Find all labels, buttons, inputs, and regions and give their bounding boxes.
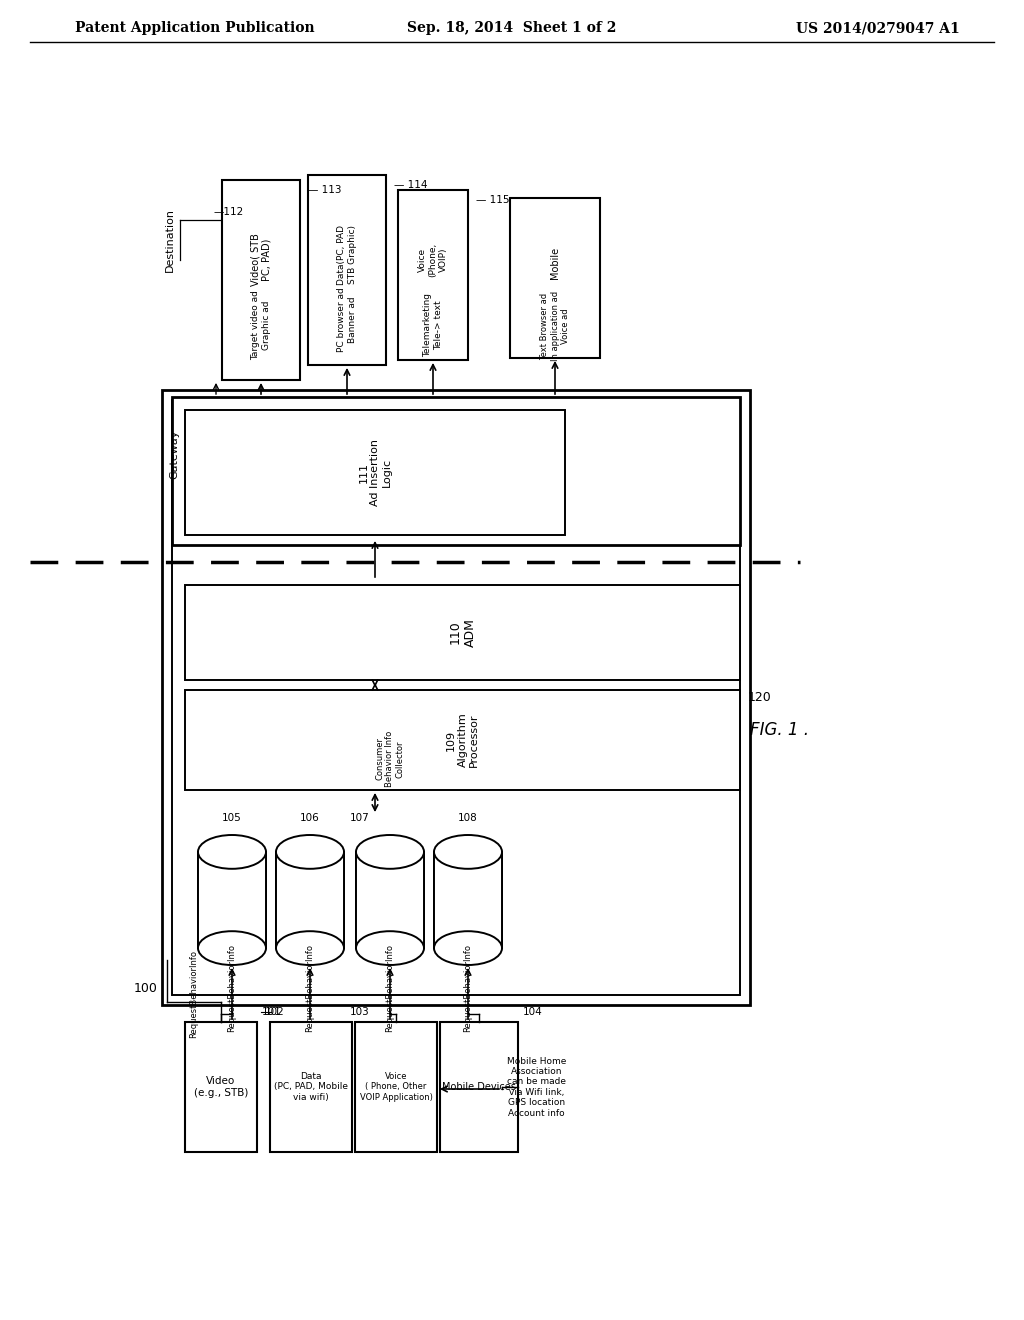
Text: RequestBehaviorInfo: RequestBehaviorInfo bbox=[189, 949, 199, 1038]
Text: PC browser ad
Banner ad: PC browser ad Banner ad bbox=[337, 288, 356, 352]
Text: Consumer
Behavior Info
Collector: Consumer Behavior Info Collector bbox=[375, 731, 404, 787]
Text: Sep. 18, 2014  Sheet 1 of 2: Sep. 18, 2014 Sheet 1 of 2 bbox=[408, 21, 616, 36]
Text: FIG. 1 .: FIG. 1 . bbox=[750, 721, 809, 739]
Bar bbox=[185, 411, 565, 535]
Bar bbox=[308, 176, 386, 366]
Bar bbox=[185, 690, 740, 789]
Bar bbox=[172, 397, 740, 545]
Text: Video
(e.g., STB): Video (e.g., STB) bbox=[194, 1076, 248, 1098]
Ellipse shape bbox=[276, 931, 344, 965]
Bar bbox=[355, 1022, 437, 1152]
Bar bbox=[276, 851, 344, 948]
Bar bbox=[356, 851, 424, 948]
Text: 108: 108 bbox=[458, 813, 478, 822]
Ellipse shape bbox=[356, 931, 424, 965]
Ellipse shape bbox=[356, 836, 424, 869]
Text: — 113: — 113 bbox=[308, 185, 341, 195]
Bar bbox=[276, 851, 344, 948]
Bar bbox=[510, 198, 600, 358]
Text: Destination: Destination bbox=[165, 209, 175, 272]
Bar bbox=[185, 1022, 257, 1152]
Text: Telemarketing
Tele-> text: Telemarketing Tele-> text bbox=[423, 293, 442, 356]
Text: 104: 104 bbox=[523, 1007, 543, 1016]
Text: RequestBehaviorInfo: RequestBehaviorInfo bbox=[305, 945, 314, 1032]
Bar bbox=[185, 585, 740, 680]
Ellipse shape bbox=[198, 931, 266, 965]
Text: —112: —112 bbox=[213, 207, 244, 216]
Text: Mobile: Mobile bbox=[550, 247, 560, 279]
Ellipse shape bbox=[434, 931, 502, 965]
Text: 103: 103 bbox=[350, 1007, 370, 1016]
Text: 105: 105 bbox=[222, 813, 242, 822]
Text: US 2014/0279047 A1: US 2014/0279047 A1 bbox=[797, 21, 961, 36]
Text: Mobile Devices: Mobile Devices bbox=[442, 1082, 516, 1092]
Text: 120: 120 bbox=[748, 690, 772, 704]
Bar bbox=[162, 389, 750, 1005]
Text: RequestBehaviorInfo: RequestBehaviorInfo bbox=[385, 945, 394, 1032]
Bar bbox=[222, 180, 300, 380]
Bar bbox=[198, 851, 266, 948]
Bar bbox=[440, 1022, 518, 1152]
Text: Voice
( Phone, Other
VOIP Application): Voice ( Phone, Other VOIP Application) bbox=[359, 1072, 432, 1102]
Text: Voice
(Phone,
VOIP): Voice (Phone, VOIP) bbox=[418, 243, 447, 277]
Text: 110
ADM: 110 ADM bbox=[449, 618, 476, 647]
Bar bbox=[398, 190, 468, 360]
Text: — 114: — 114 bbox=[394, 180, 427, 190]
Bar bbox=[356, 851, 424, 948]
Text: Video( STB
PC, PAD): Video( STB PC, PAD) bbox=[250, 234, 271, 286]
Text: 102: 102 bbox=[265, 1007, 285, 1016]
Text: 106: 106 bbox=[300, 813, 319, 822]
Text: RequestBehaviorInfo: RequestBehaviorInfo bbox=[464, 945, 472, 1032]
Bar bbox=[198, 851, 266, 948]
Bar bbox=[270, 1022, 352, 1152]
Bar bbox=[172, 400, 740, 995]
Ellipse shape bbox=[198, 836, 266, 869]
Text: 109
Algorithm
Processor: 109 Algorithm Processor bbox=[445, 713, 479, 767]
Text: 111
Ad Insertion
Logic: 111 Ad Insertion Logic bbox=[358, 440, 391, 506]
Bar bbox=[434, 851, 502, 948]
Text: Target video ad
Graphic ad: Target video ad Graphic ad bbox=[251, 290, 270, 360]
Text: Data
(PC, PAD, Mobile
via wifi): Data (PC, PAD, Mobile via wifi) bbox=[274, 1072, 348, 1102]
Text: RequestBehaviorInfo: RequestBehaviorInfo bbox=[227, 945, 237, 1032]
Text: Mobile Home
Association
can be made
via Wifi link,
GPS location
Account info: Mobile Home Association can be made via … bbox=[507, 1056, 566, 1118]
Text: Patent Application Publication: Patent Application Publication bbox=[75, 21, 314, 36]
Text: Data(PC, PAD
STB Graphic): Data(PC, PAD STB Graphic) bbox=[337, 224, 356, 285]
Ellipse shape bbox=[276, 836, 344, 869]
Text: 100: 100 bbox=[134, 982, 158, 995]
Text: — 115: — 115 bbox=[476, 195, 510, 205]
Text: Gateway: Gateway bbox=[169, 430, 179, 479]
Bar bbox=[434, 851, 502, 948]
Ellipse shape bbox=[434, 836, 502, 869]
Text: 101: 101 bbox=[262, 1007, 282, 1016]
Text: 107: 107 bbox=[350, 813, 370, 822]
Text: Text Browser ad
In application ad
Voice ad: Text Browser ad In application ad Voice … bbox=[540, 290, 570, 362]
